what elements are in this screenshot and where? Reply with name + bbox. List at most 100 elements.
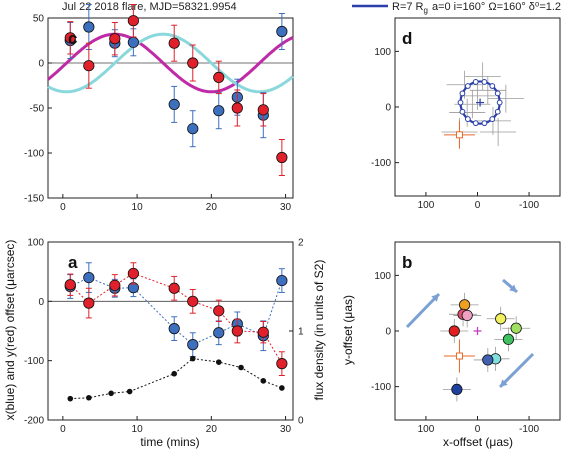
panel-a-ytick-label: -200 xyxy=(24,416,44,427)
panel-a-ytick-label: 0 xyxy=(38,297,44,308)
panel-d: 100 0 -100 100 0 -100 xyxy=(371,47,540,211)
panel-d-orbit-marker xyxy=(496,99,503,106)
panel-c-red-point xyxy=(276,151,288,164)
legend-params: a=0 i=160° Ω=160° δ⁰=1.2 xyxy=(432,1,561,13)
panel-c: 0 10 20 30 50 0 -50 -100 -150 xyxy=(24,4,294,213)
panel-c-xtick-label: 10 xyxy=(132,202,144,213)
panel-a-red-point xyxy=(257,326,269,338)
panel-a-blue-point xyxy=(276,274,288,287)
panel-a-flux-point xyxy=(189,355,196,362)
panel-d-orbit-marker xyxy=(464,116,471,122)
panel-a-y2tick-label: 2 xyxy=(298,238,304,249)
panel-d-orbit-marker xyxy=(494,90,501,97)
panel-a-flux-point xyxy=(108,390,114,397)
panel-c-red-point xyxy=(187,57,199,69)
panel-c-ytick-label: -50 xyxy=(30,104,45,115)
panel-d-ytick-label: 0 xyxy=(385,103,391,114)
panel-a-ytick-label: -100 xyxy=(24,356,44,367)
legend-text: R=7 Rg a=0 i=160° Ω=160° δ⁰=1.2 xyxy=(392,1,561,15)
panel-b-point xyxy=(510,322,522,334)
panel-a-xtick-label: 10 xyxy=(132,424,144,435)
panel-a-red-point xyxy=(64,279,76,291)
panel-a-red-line xyxy=(69,272,283,364)
panel-c-ytick-label: 50 xyxy=(33,14,45,25)
panel-a-red-point xyxy=(231,325,243,337)
panel-a-flux-point xyxy=(260,378,267,384)
panel-b-motion-arrowhead xyxy=(509,284,517,292)
panel-d-xtick-label: 0 xyxy=(475,200,481,211)
panel-b-point xyxy=(482,354,494,366)
panel-d-ytick-label: 100 xyxy=(374,47,391,58)
panel-a-ylabel: x(blue) and y(red) offset (μarcsec) xyxy=(3,240,17,421)
panel-a-black-line xyxy=(70,358,283,400)
panel-a-flux-point xyxy=(238,364,244,371)
panel-a-ytick-label: 100 xyxy=(27,238,44,249)
panel-c-red-point xyxy=(83,60,95,72)
panel-a-red-point xyxy=(213,305,225,317)
panel-b-point xyxy=(502,333,515,345)
panel-c-xtick-label: 20 xyxy=(206,202,218,213)
panel-a-flux-point xyxy=(86,394,92,401)
legend-label: R=7 R xyxy=(392,1,424,13)
panel-a-red-point xyxy=(109,279,121,291)
figure-title: Jul 22 2018 flare, MJD=58321.9954 xyxy=(62,1,237,13)
panel-c-red-point xyxy=(257,104,269,116)
panel-a-flux-point xyxy=(126,388,133,395)
panel-a-blue-point xyxy=(168,323,180,335)
panel-c-blue-point xyxy=(276,25,288,38)
panel-c-red-point xyxy=(64,32,76,44)
panel-c-red-point xyxy=(168,37,180,49)
panel-b-letter: b xyxy=(402,253,412,272)
panel-b-motion-arrow xyxy=(405,292,441,329)
panel-c-xtick-label: 30 xyxy=(280,202,292,213)
panel-a-xtick-label: 20 xyxy=(206,424,218,435)
panel-c-red-point xyxy=(231,102,243,114)
panel-d-orbit-marker xyxy=(489,83,496,89)
panel-d-orbit-marker xyxy=(489,116,496,122)
panel-b-ytick-label: 100 xyxy=(374,271,391,282)
panel-a-blue-point xyxy=(83,271,95,284)
panel-c-red-point xyxy=(213,71,225,84)
panel-b-point xyxy=(448,325,460,337)
panel-b: 100 0 -100 100 0 -100 xyxy=(371,271,540,435)
panel-a-y2label: flux density (in units of S2) xyxy=(312,260,326,401)
panel-a-flux-point xyxy=(215,359,222,365)
panel-b-xtick-label: 100 xyxy=(418,424,435,435)
panel-b-motion-arrowhead xyxy=(500,379,508,387)
panel-b-motion-arrow xyxy=(498,352,535,389)
panel-c-ytick-label: -150 xyxy=(24,194,44,205)
panel-d-orbit-marker xyxy=(494,108,501,115)
panel-d-orbit-marker xyxy=(464,83,471,89)
panel-b-point xyxy=(461,309,473,322)
panel-a-xtick-label: 0 xyxy=(60,424,66,435)
panel-b-point xyxy=(451,383,463,396)
panel-b-ylabel: y-offset (μas) xyxy=(341,295,355,365)
panel-d-letter: d xyxy=(402,29,412,48)
panel-b-motion-arrowhead xyxy=(431,294,439,302)
panel-d-orbit-marker xyxy=(472,120,479,127)
legend-sub: g xyxy=(424,6,428,15)
panel-b-xtick-label: -100 xyxy=(519,424,539,435)
panel-c-xtick-label: 0 xyxy=(60,202,66,213)
panel-b-orange-point xyxy=(455,352,463,360)
panel-a-blue-point xyxy=(187,339,199,351)
panel-d-orbit-marker xyxy=(457,99,464,106)
panel-c-blue-point xyxy=(168,98,180,111)
panel-c-red-point xyxy=(127,15,139,27)
panel-a-blue-line xyxy=(70,277,283,346)
panel-d-orbit-marker xyxy=(459,90,466,97)
panel-d-orbit-marker xyxy=(459,108,466,115)
panel-d-orbit-marker xyxy=(481,120,488,127)
panel-b-point xyxy=(495,313,507,325)
panel-c-ytick-label: -100 xyxy=(24,149,44,160)
panel-d-orange-point xyxy=(455,131,463,139)
panel-d-orbit-marker xyxy=(481,79,488,85)
panel-d-xtick-label: -100 xyxy=(519,200,539,211)
panel-d-orbit-marker xyxy=(472,79,479,85)
panel-d-xtick-label: 100 xyxy=(418,200,435,211)
panel-a-flux-point xyxy=(171,370,178,377)
panel-c-blue-point xyxy=(83,21,95,33)
panel-c-red-point xyxy=(109,33,121,45)
